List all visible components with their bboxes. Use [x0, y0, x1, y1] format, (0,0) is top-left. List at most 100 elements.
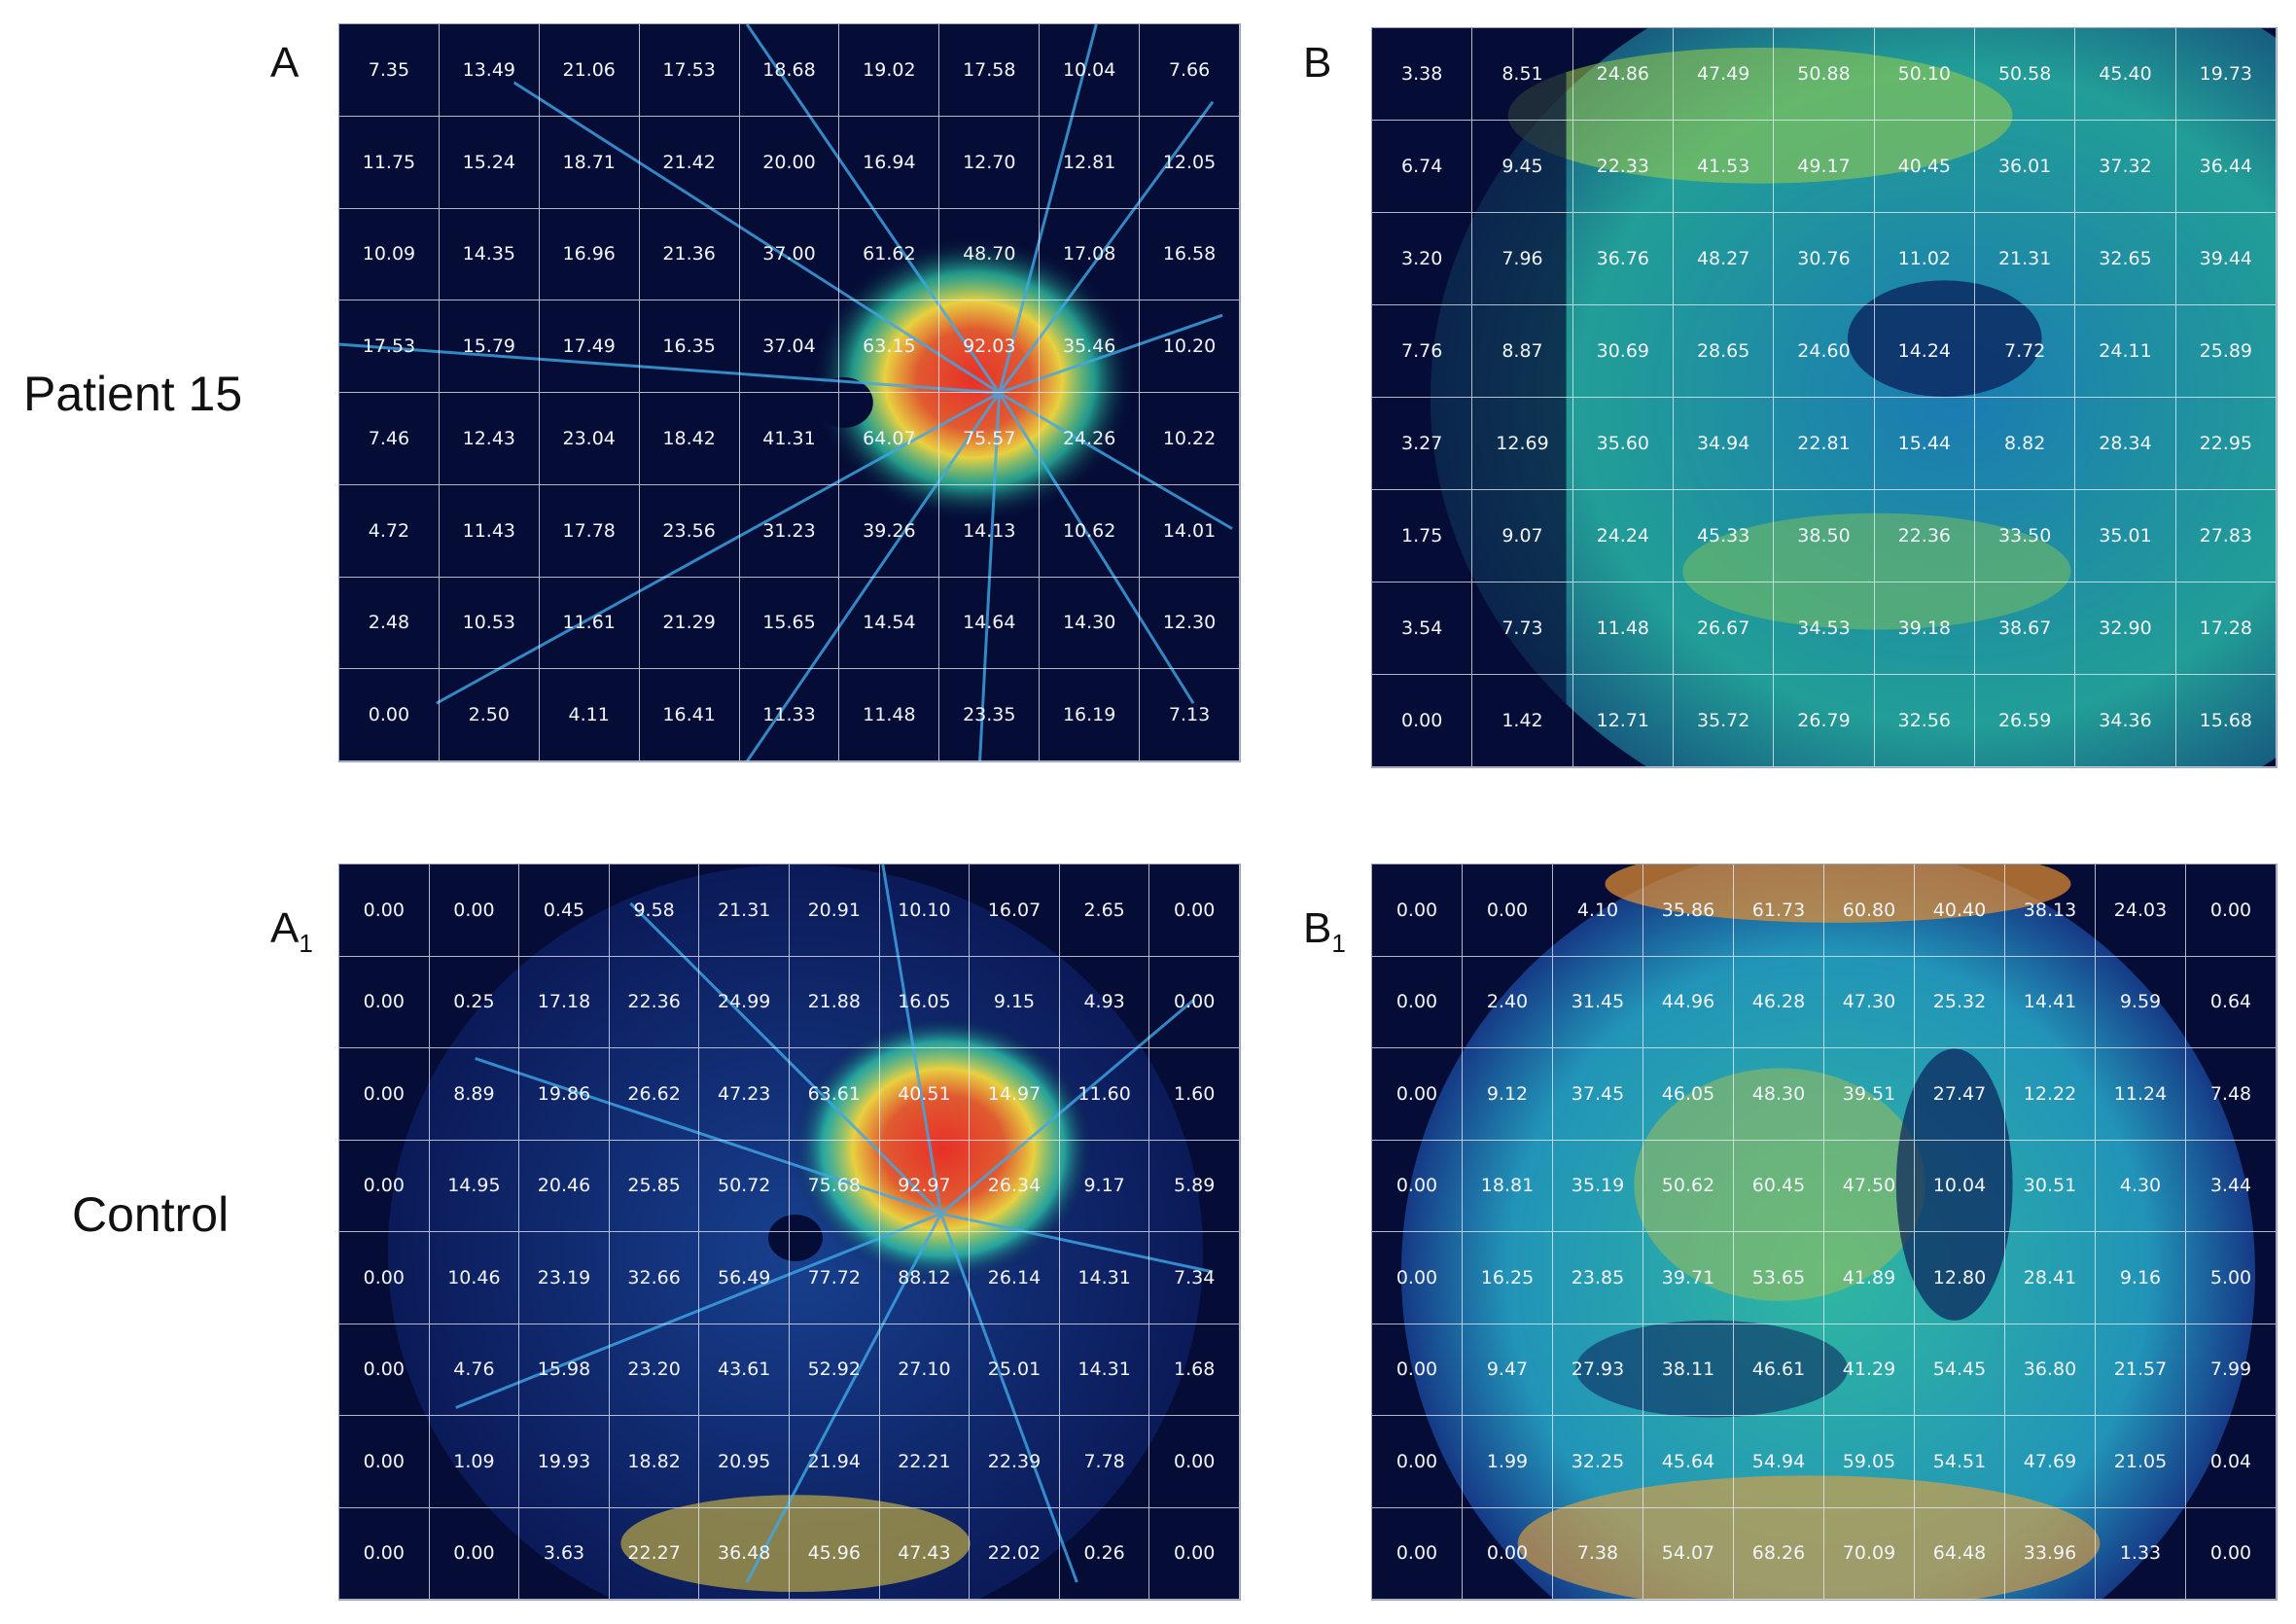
- cell-value: 9.16: [2096, 1232, 2186, 1324]
- cell-value: 20.95: [699, 1416, 790, 1508]
- vessel-heatmap-image: [339, 24, 1240, 761]
- cell-value: 32.56: [1874, 675, 1975, 767]
- cell-value: 12.71: [1572, 675, 1674, 767]
- cell-value: 0.00: [1372, 1232, 1463, 1324]
- cell-value: 10.04: [1040, 24, 1141, 117]
- cell-value: 32.90: [2075, 583, 2176, 675]
- cell-value: 68.26: [1734, 1507, 1824, 1600]
- cell-value: 21.29: [639, 577, 740, 670]
- cell-value: 13.49: [439, 24, 540, 117]
- cell-value: 25.85: [609, 1140, 700, 1232]
- cell-value: 14.24: [1874, 305, 1975, 398]
- cell-value: 15.98: [519, 1324, 610, 1416]
- cell-value: 88.12: [879, 1232, 971, 1324]
- cell-value: 1.09: [429, 1416, 520, 1508]
- cell-value: 0.00: [339, 1416, 430, 1508]
- cell-value: 22.81: [1774, 398, 1875, 490]
- cell-value: 7.48: [2186, 1048, 2277, 1141]
- cell-value: 14.31: [1059, 1232, 1150, 1324]
- cell-value: 9.47: [1463, 1324, 1553, 1416]
- cell-value: 52.92: [789, 1324, 880, 1416]
- cell-value: 64.07: [839, 393, 940, 485]
- cell-value: 0.00: [429, 865, 520, 957]
- cell-value: 47.50: [1824, 1140, 1915, 1232]
- cell-value: 35.01: [2075, 490, 2176, 583]
- cell-value: 0.00: [339, 956, 430, 1048]
- cell-value: 59.05: [1824, 1416, 1915, 1508]
- cell-value: 2.65: [1059, 865, 1150, 957]
- cell-value: 34.94: [1674, 398, 1775, 490]
- cell-value: 21.42: [639, 116, 740, 209]
- cell-value: 16.25: [1463, 1232, 1553, 1324]
- cell-value: 25.89: [2175, 305, 2277, 398]
- cell-value: 0.00: [339, 1507, 430, 1600]
- cell-value: 50.72: [699, 1140, 790, 1232]
- cell-value: 64.48: [1915, 1507, 2005, 1600]
- value-grid: 7.35 13.49 21.06 17.53 18.68 19.02 17.58 10.04 7…: [339, 24, 1240, 761]
- vessel-heatmap-image: [339, 865, 1240, 1600]
- cell-value: 9.59: [2096, 956, 2186, 1048]
- cell-value: 14.30: [1040, 577, 1141, 670]
- cell-value: 36.44: [2175, 121, 2277, 213]
- cell-value: 33.50: [1975, 490, 2076, 583]
- cell-value: 26.67: [1674, 583, 1775, 675]
- cell-value: 0.00: [1372, 1324, 1463, 1416]
- cell-value: 7.38: [1553, 1507, 1643, 1600]
- cell-value: 0.00: [1372, 1416, 1463, 1508]
- cell-value: 4.10: [1553, 865, 1643, 957]
- cell-value: 7.46: [339, 393, 440, 485]
- cell-value: 0.00: [2186, 1507, 2277, 1600]
- cell-value: 54.51: [1915, 1416, 2005, 1508]
- cell-value: 34.36: [2075, 675, 2176, 767]
- cell-value: 16.07: [970, 865, 1060, 957]
- cell-value: 3.27: [1372, 398, 1473, 490]
- cell-value: 21.05: [2096, 1416, 2186, 1508]
- cell-value: 2.50: [439, 669, 540, 761]
- cell-value: 15.44: [1874, 398, 1975, 490]
- cell-value: 49.17: [1774, 121, 1875, 213]
- cell-value: 47.69: [2005, 1416, 2096, 1508]
- cell-value: 4.11: [539, 669, 640, 761]
- cell-value: 11.60: [1059, 1048, 1150, 1141]
- cell-value: 12.30: [1140, 577, 1240, 670]
- panel-letter-a: A: [270, 39, 300, 87]
- vessel-heatmap-image: [1372, 28, 2277, 767]
- cell-value: 33.96: [2005, 1507, 2096, 1600]
- cell-value: 24.11: [2075, 305, 2176, 398]
- cell-value: 12.69: [1472, 398, 1573, 490]
- cell-value: 26.14: [970, 1232, 1060, 1324]
- cell-value: 0.00: [1149, 1507, 1240, 1600]
- cell-value: 19.73: [2175, 28, 2277, 121]
- cell-value: 30.51: [2005, 1140, 2096, 1232]
- cell-value: 16.96: [539, 208, 640, 301]
- cell-value: 39.71: [1643, 1232, 1734, 1324]
- cell-value: 11.48: [1572, 583, 1674, 675]
- cell-value: 48.70: [939, 208, 1041, 301]
- cell-value: 7.96: [1472, 213, 1573, 305]
- cell-value: 30.76: [1774, 213, 1875, 305]
- cell-value: 11.33: [739, 669, 840, 761]
- cell-value: 11.43: [439, 484, 540, 578]
- cell-value: 8.82: [1975, 398, 2076, 490]
- cell-value: 1.68: [1149, 1324, 1240, 1416]
- cell-value: 46.28: [1734, 956, 1824, 1048]
- cell-value: 14.31: [1059, 1324, 1150, 1416]
- cell-value: 37.32: [2075, 121, 2176, 213]
- cell-value: 36.01: [1975, 121, 2076, 213]
- cell-value: 46.05: [1643, 1048, 1734, 1141]
- cell-value: 4.30: [2096, 1140, 2186, 1232]
- cell-value: 43.61: [699, 1324, 790, 1416]
- cell-value: 53.65: [1734, 1232, 1824, 1324]
- cell-value: 19.86: [519, 1048, 610, 1141]
- cell-value: 14.64: [939, 577, 1041, 670]
- cell-value: 12.70: [939, 116, 1041, 209]
- cell-value: 63.61: [789, 1048, 880, 1141]
- cell-value: 16.58: [1140, 208, 1240, 301]
- cell-value: 7.72: [1975, 305, 2076, 398]
- cell-value: 0.00: [1372, 865, 1463, 957]
- cell-value: 3.63: [519, 1507, 610, 1600]
- cell-value: 14.95: [429, 1140, 520, 1232]
- cell-value: 54.45: [1915, 1324, 2005, 1416]
- cell-value: 9.07: [1472, 490, 1573, 583]
- cell-value: 0.00: [1149, 956, 1240, 1048]
